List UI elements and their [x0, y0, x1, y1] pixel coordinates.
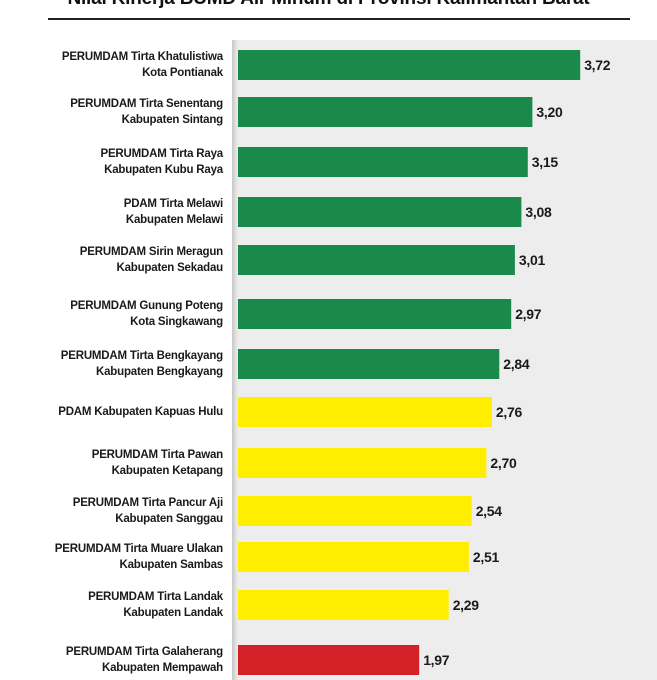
- value-label: 3,20: [536, 104, 563, 120]
- category-label-line2: Kabupaten Landak: [123, 607, 223, 619]
- title-divider: [48, 18, 630, 20]
- bar-13: [238, 645, 420, 675]
- category-label-line1: PERUMDAM Tirta Bengkayang: [60, 350, 223, 362]
- category-label: PERUMDAM Tirta Khatulistiwa Kota Pontiana…: [20, 49, 223, 81]
- bar-8: [238, 397, 492, 427]
- category-label: PERUMDAM Tirta Bengkayang Kabupaten Bengk…: [20, 348, 223, 380]
- value-label: 2,54: [475, 503, 502, 519]
- bar-3: [238, 147, 528, 177]
- category-label-line1: PERUMDAM Gunung Poteng: [70, 300, 223, 312]
- chart-title: Nilai Kinerja BUMD Air Minum di Provinsi…: [0, 0, 657, 10]
- value-label: 2,70: [490, 455, 517, 471]
- category-label-line2: Kabupaten Bengkayang: [96, 366, 223, 378]
- value-label: 1,97: [423, 652, 450, 668]
- category-label-line1: PERUMDAM Tirta Raya: [100, 148, 223, 160]
- value-label: 3,72: [584, 57, 611, 73]
- plot-axis-shadow: [232, 40, 238, 680]
- category-label: PERUMDAM Tirta Pawan Kabupaten Ketapang: [20, 447, 223, 479]
- category-label: PERUMDAM Gunung Poteng Kota Singkawang: [20, 298, 223, 330]
- category-label: PDAM Kabupaten Kapuas Hulu: [20, 404, 223, 420]
- category-label-line2: Kabupaten Sambas: [119, 559, 223, 571]
- category-label-line2: Kabupaten Sekadau: [116, 262, 223, 274]
- bar-1: [238, 50, 581, 80]
- category-label-line2: Kabupaten Sanggau: [115, 513, 223, 525]
- bar-7: [238, 349, 500, 379]
- value-label: 2,29: [452, 597, 479, 613]
- category-label-line2: Kota Pontianak: [142, 67, 223, 79]
- value-label: 2,97: [515, 306, 542, 322]
- category-label-line1: PERUMDAM Sirin Meragun: [79, 246, 223, 258]
- value-label: 3,08: [525, 204, 552, 220]
- category-label-line2: Kabupaten Melawi: [125, 214, 223, 226]
- category-label-line2: Kabupaten Ketapang: [111, 465, 224, 477]
- category-label: PERUMDAM Sirin Meragun Kabupaten Sekadau: [20, 244, 223, 276]
- category-label-line1: PERUMDAM Tirta Khatulistiwa: [61, 51, 223, 63]
- bar-4: [238, 197, 522, 227]
- category-label: PERUMDAM Tirta Galaherang Kabupaten Mempa…: [20, 644, 223, 676]
- category-label-line2: Kota Singkawang: [130, 316, 223, 328]
- category-label-line1: PERUMDAM Tirta Landak: [88, 591, 223, 603]
- value-label: 2,51: [472, 549, 499, 565]
- bar-5: [238, 245, 515, 275]
- value-label: 2,76: [495, 404, 522, 420]
- category-label-line1: PDAM Kabupaten Kapuas Hulu: [58, 406, 223, 418]
- value-label: 2,84: [503, 356, 530, 372]
- category-label: PDAM Tirta Melawi Kabupaten Melawi: [20, 196, 223, 228]
- bar-12: [238, 590, 449, 620]
- category-label-line1: PERUMDAM Tirta Pancur Aji: [72, 497, 223, 509]
- category-label-line2: Kabupaten Kubu Raya: [104, 164, 223, 176]
- bar-9: [238, 448, 487, 478]
- category-label-line2: Kabupaten Mempawah: [101, 662, 223, 674]
- category-label-line1: PERUMDAM Tirta Pawan: [91, 449, 223, 461]
- bar-11: [238, 542, 469, 572]
- category-label: PERUMDAM Tirta Senentang Kabupaten Sintan…: [20, 96, 223, 128]
- category-label: PERUMDAM Tirta Pancur Aji Kabupaten Sangg…: [20, 495, 223, 527]
- category-label: PERUMDAM Tirta Landak Kabupaten Landak: [20, 589, 223, 621]
- value-label: 3,15: [531, 154, 558, 170]
- category-label-line2: Kabupaten Sintang: [121, 114, 224, 126]
- category-label-line1: PERUMDAM Tirta Galaherang: [65, 646, 223, 658]
- category-label: PERUMDAM Tirta Raya Kabupaten Kubu Raya: [20, 146, 223, 178]
- bar-2: [238, 97, 533, 127]
- category-label-line1: PDAM Tirta Melawi: [123, 198, 223, 210]
- value-label: 3,01: [518, 252, 545, 268]
- bar-10: [238, 496, 472, 526]
- bar-6: [238, 299, 512, 329]
- category-label: PERUMDAM Tirta Muare Ulakan Kabupaten Sam…: [20, 541, 223, 573]
- category-label-line1: PERUMDAM Tirta Muare Ulakan: [54, 543, 223, 555]
- category-label-line1: PERUMDAM Tirta Senentang: [70, 98, 223, 110]
